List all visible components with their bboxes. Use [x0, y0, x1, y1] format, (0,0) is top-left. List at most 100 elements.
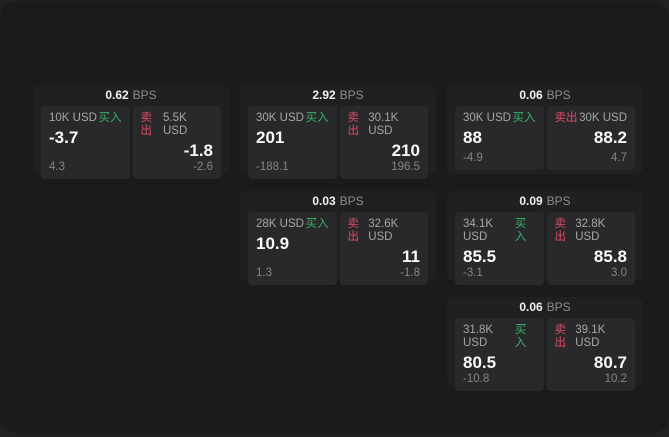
- buy-panel-top: 34.1K USD 买入: [463, 218, 536, 244]
- sell-secondary-value: 10.2: [604, 373, 627, 385]
- sell-amount-label: 32.8K USD: [575, 218, 606, 243]
- buy-price: 85.5: [463, 247, 497, 266]
- buy-side-label: 买入: [514, 218, 527, 243]
- quote-panels: 30K USD 买入 201 -188.1 卖出 30.1K USD 210 1…: [248, 106, 428, 179]
- bps-value: 0.06: [519, 88, 543, 102]
- quote-card: 0.06 BPS 31.8K USD 买入 80.5 -10.8 卖出 39.1…: [447, 297, 643, 391]
- sell-price: 88.2: [593, 128, 627, 147]
- buy-panel[interactable]: 28K USD 买入 10.9 1.3: [248, 212, 337, 285]
- sell-price: 80.7: [593, 353, 627, 372]
- buy-secondary-value: -3.1: [463, 267, 483, 279]
- buy-price: -3.7: [49, 128, 79, 147]
- buy-side-label: 买入: [514, 324, 527, 349]
- sell-panel-top: 卖出 5.5K USD: [141, 112, 214, 138]
- bps-value: 0.62: [105, 88, 129, 102]
- bps-value: 0.06: [519, 300, 543, 314]
- quote-panels: 31.8K USD 买入 80.5 -10.8 卖出 39.1K USD 80.…: [455, 318, 635, 391]
- quote-panels: 10K USD 买入 -3.7 4.3 卖出 5.5K USD -1.8 -2.…: [41, 106, 221, 179]
- sell-panel[interactable]: 卖出 30K USD 88.2 4.7: [546, 106, 635, 170]
- sell-amount-label: 39.1K USD: [575, 324, 606, 349]
- buy-amount-label: 34.1K USD: [463, 218, 494, 243]
- bps-unit-label: BPS: [339, 194, 364, 208]
- bps-value: 2.92: [312, 88, 336, 102]
- bps-value: 0.03: [312, 194, 336, 208]
- buy-side-label: 买入: [305, 112, 329, 124]
- buy-secondary-value: 1.3: [256, 267, 272, 279]
- quote-panels: 30K USD 买入 88 -4.9 卖出 30K USD 88.2 4.7: [455, 106, 635, 170]
- bps-unit-label: BPS: [339, 88, 364, 102]
- bps-value: 0.09: [519, 194, 543, 208]
- sell-side-label: 卖出: [554, 218, 567, 243]
- buy-panel-top: 30K USD 买入: [256, 112, 329, 125]
- sell-panel-top: 卖出 32.8K USD: [555, 218, 628, 244]
- sell-price: 85.8: [593, 247, 627, 266]
- buy-secondary-value: 4.3: [49, 161, 65, 173]
- sell-panel-top: 卖出 39.1K USD: [555, 324, 628, 350]
- sell-panel[interactable]: 卖出 30.1K USD 210 196.5: [339, 106, 428, 179]
- buy-panel[interactable]: 34.1K USD 买入 85.5 -3.1: [455, 212, 544, 285]
- buy-panel-top: 28K USD 买入: [256, 218, 329, 231]
- sell-amount-label: 32.6K USD: [368, 218, 399, 243]
- sell-price: 210: [391, 141, 420, 160]
- sell-amount-label: 5.5K USD: [162, 112, 188, 137]
- buy-side-label: 买入: [512, 112, 536, 124]
- sell-panel[interactable]: 卖出 32.8K USD 85.8 3.0: [546, 212, 635, 285]
- sell-secondary-value: -2.6: [193, 161, 213, 173]
- sell-side-label: 卖出: [347, 112, 360, 137]
- sell-secondary-value: 196.5: [391, 161, 420, 173]
- buy-price: 201: [256, 128, 285, 147]
- sell-panel[interactable]: 卖出 39.1K USD 80.7 10.2: [546, 318, 635, 391]
- buy-amount-label: 30K USD: [463, 112, 511, 124]
- quote-panels: 34.1K USD 买入 85.5 -3.1 卖出 32.8K USD 85.8…: [455, 212, 635, 285]
- buy-panel-top: 30K USD 买入: [463, 112, 536, 125]
- bps-header: 0.06 BPS: [455, 85, 635, 106]
- sell-side-label: 卖出: [554, 112, 578, 124]
- buy-panel-top: 31.8K USD 买入: [463, 324, 536, 350]
- sell-amount-label: 30.1K USD: [368, 112, 399, 137]
- bps-unit-label: BPS: [546, 88, 571, 102]
- sell-side-label: 卖出: [140, 112, 153, 137]
- bps-unit-label: BPS: [546, 194, 571, 208]
- buy-price: 88: [463, 128, 482, 147]
- sell-panel-top: 卖出 32.6K USD: [348, 218, 421, 244]
- sell-side-label: 卖出: [347, 218, 360, 243]
- quote-card: 2.92 BPS 30K USD 买入 201 -188.1 卖出 30.1K …: [240, 85, 436, 179]
- quote-panels: 28K USD 买入 10.9 1.3 卖出 32.6K USD 11 -1.8: [248, 212, 428, 285]
- buy-panel-top: 10K USD 买入: [49, 112, 122, 125]
- sell-price: 11: [402, 247, 420, 266]
- quote-card: 0.09 BPS 34.1K USD 买入 85.5 -3.1 卖出 32.8K…: [447, 191, 643, 285]
- buy-panel[interactable]: 10K USD 买入 -3.7 4.3: [41, 106, 130, 179]
- sell-secondary-value: -1.8: [400, 267, 420, 279]
- bps-header: 0.09 BPS: [455, 191, 635, 212]
- sell-panel[interactable]: 卖出 5.5K USD -1.8 -2.6: [132, 106, 221, 179]
- bps-header: 0.62 BPS: [41, 85, 221, 106]
- sell-panel-top: 卖出 30.1K USD: [348, 112, 421, 138]
- buy-secondary-value: -4.9: [463, 152, 483, 164]
- quote-card: 0.06 BPS 30K USD 买入 88 -4.9 卖出 30K USD: [447, 85, 643, 174]
- bps-header: 0.06 BPS: [455, 297, 635, 318]
- buy-price: 10.9: [256, 234, 290, 253]
- sell-side-label: 卖出: [554, 324, 567, 349]
- buy-secondary-value: -10.8: [463, 373, 490, 385]
- sell-panel[interactable]: 卖出 32.6K USD 11 -1.8: [339, 212, 428, 285]
- buy-secondary-value: -188.1: [256, 161, 289, 173]
- bps-header: 0.03 BPS: [248, 191, 428, 212]
- sell-amount-label: 30K USD: [579, 112, 627, 124]
- buy-price: 80.5: [463, 353, 497, 372]
- sell-price: -1.8: [183, 141, 213, 160]
- quote-card: 0.03 BPS 28K USD 买入 10.9 1.3 卖出 32.6K US…: [240, 191, 436, 285]
- buy-amount-label: 28K USD: [256, 218, 304, 230]
- buy-panel[interactable]: 30K USD 买入 88 -4.9: [455, 106, 544, 170]
- buy-amount-label: 10K USD: [49, 112, 97, 124]
- buy-panel[interactable]: 30K USD 买入 201 -188.1: [248, 106, 337, 179]
- bps-unit-label: BPS: [546, 300, 571, 314]
- sell-secondary-value: 4.7: [611, 152, 627, 164]
- buy-side-label: 买入: [98, 112, 122, 124]
- bps-unit-label: BPS: [132, 88, 157, 102]
- buy-panel[interactable]: 31.8K USD 买入 80.5 -10.8: [455, 318, 544, 391]
- quote-cards-grid: 0.62 BPS 10K USD 买入 -3.7 4.3 卖出 5.5K USD: [33, 85, 643, 391]
- buy-amount-label: 30K USD: [256, 112, 304, 124]
- sell-panel-top: 卖出 30K USD: [555, 112, 628, 125]
- quote-card: 0.62 BPS 10K USD 买入 -3.7 4.3 卖出 5.5K USD: [33, 85, 229, 179]
